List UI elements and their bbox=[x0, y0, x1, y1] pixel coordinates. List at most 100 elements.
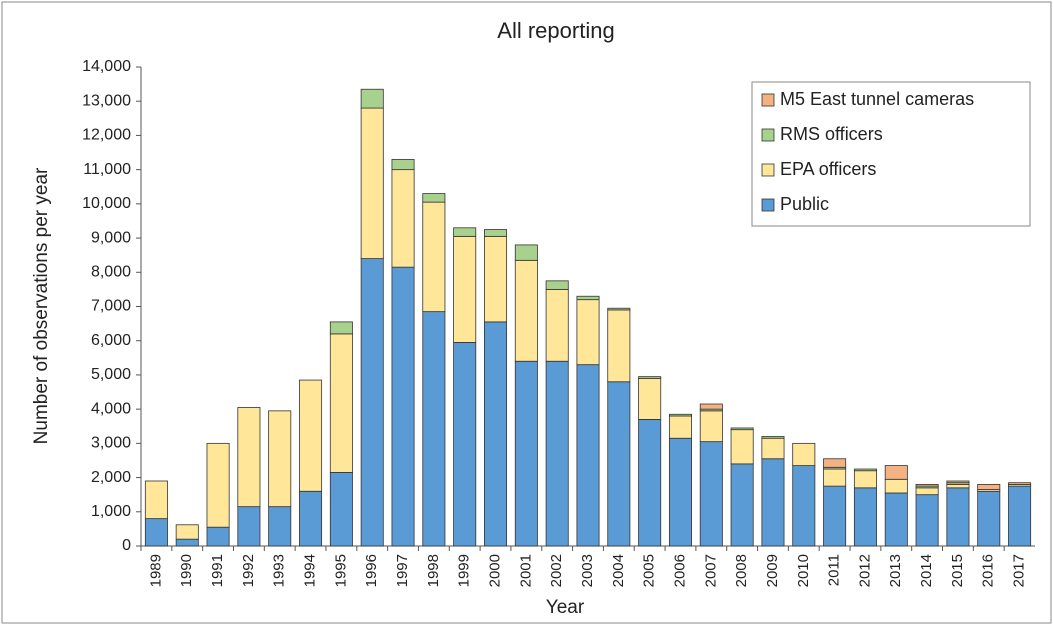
legend-label: RMS officers bbox=[780, 124, 883, 144]
y-tick-label: 14,000 bbox=[82, 58, 131, 75]
x-tick-label: 1992 bbox=[240, 554, 257, 587]
bar-segment bbox=[484, 229, 508, 237]
legend-swatch bbox=[761, 128, 775, 142]
bar-segment bbox=[946, 484, 970, 489]
bar-segment bbox=[329, 321, 353, 335]
bar-segment bbox=[699, 410, 723, 443]
bar-segment bbox=[730, 427, 754, 431]
x-tick-label: 1998 bbox=[425, 554, 442, 587]
x-tick-label: 2004 bbox=[610, 554, 627, 587]
bar-segment bbox=[299, 490, 323, 547]
bar-segment bbox=[360, 258, 384, 547]
x-tick-label: 2013 bbox=[887, 554, 904, 587]
bar-segment bbox=[268, 410, 292, 508]
y-tick-label: 7,000 bbox=[91, 298, 131, 315]
bar-segment bbox=[360, 88, 384, 109]
x-tick-label: 2001 bbox=[517, 554, 534, 587]
y-tick-label: 4,000 bbox=[91, 400, 131, 417]
bar-segment bbox=[360, 107, 384, 260]
bar-segment bbox=[422, 193, 446, 203]
bar-segment bbox=[946, 487, 970, 547]
bar-segment bbox=[514, 360, 538, 547]
bar-segment bbox=[206, 526, 230, 547]
y-tick-label: 8,000 bbox=[91, 264, 131, 281]
y-tick-label: 3,000 bbox=[91, 435, 131, 452]
bar-segment bbox=[268, 506, 292, 547]
bar-segment bbox=[761, 458, 785, 547]
x-tick-label: 1989 bbox=[147, 554, 164, 587]
x-tick-label: 1990 bbox=[178, 554, 195, 587]
bar-segment bbox=[484, 235, 508, 323]
bar-segment bbox=[638, 419, 662, 547]
y-tick-label: 13,000 bbox=[82, 92, 131, 109]
y-tick-label: 1,000 bbox=[91, 503, 131, 520]
bar-segment bbox=[422, 311, 446, 547]
bar-segment bbox=[699, 403, 723, 410]
bar-segment bbox=[175, 524, 199, 540]
bar-segment bbox=[329, 333, 353, 473]
x-tick-label: 2011 bbox=[826, 554, 843, 586]
x-tick-label: 2016 bbox=[980, 554, 997, 587]
legend-label: M5 East tunnel cameras bbox=[780, 89, 974, 109]
bar-segment bbox=[607, 309, 631, 383]
bar-segment bbox=[884, 465, 908, 480]
legend-swatch bbox=[761, 93, 775, 107]
bar-segment bbox=[915, 487, 939, 496]
bar-segment bbox=[730, 463, 754, 547]
y-tick-label: 9,000 bbox=[91, 229, 131, 246]
x-tick-label: 1997 bbox=[394, 554, 411, 587]
legend-label: EPA officers bbox=[780, 159, 876, 179]
bar-segment bbox=[638, 376, 662, 379]
bar-segment bbox=[823, 485, 847, 547]
bar-segment bbox=[761, 437, 785, 460]
bar-segment bbox=[730, 429, 754, 465]
bar-segment bbox=[299, 379, 323, 492]
x-tick-label: 2007 bbox=[702, 554, 719, 587]
bar-segment bbox=[576, 295, 600, 301]
y-tick-label: 10,000 bbox=[82, 195, 131, 212]
legend-box bbox=[751, 81, 1031, 227]
bar-segment bbox=[792, 465, 816, 547]
x-tick-label: 1993 bbox=[271, 554, 288, 587]
bar-segment bbox=[884, 492, 908, 547]
x-tick-label: 2017 bbox=[1011, 554, 1028, 587]
bar-segment bbox=[1008, 482, 1032, 485]
bar-segment bbox=[668, 437, 692, 547]
bar-segment bbox=[946, 480, 970, 484]
x-tick-label: 2015 bbox=[949, 554, 966, 587]
y-tick-label: 11,000 bbox=[83, 161, 131, 178]
bar-segment bbox=[884, 478, 908, 494]
x-tick-label: 2002 bbox=[548, 554, 565, 587]
bar-segment bbox=[699, 441, 723, 547]
bar-segment bbox=[545, 280, 569, 290]
bar-segment bbox=[576, 299, 600, 366]
bar-segment bbox=[514, 244, 538, 261]
bar-segment bbox=[144, 518, 168, 547]
x-tick-label: 2006 bbox=[671, 554, 688, 587]
bar-segment bbox=[761, 436, 785, 439]
bar-segment bbox=[915, 484, 939, 487]
x-tick-label: 2000 bbox=[486, 554, 503, 587]
bar-segment bbox=[823, 468, 847, 487]
bar-segment bbox=[607, 307, 631, 311]
x-tick-label: 2003 bbox=[579, 554, 596, 587]
bar-segment bbox=[977, 484, 1001, 490]
bar-segment bbox=[391, 266, 415, 547]
x-tick-label: 2008 bbox=[733, 554, 750, 587]
bar-segment bbox=[175, 538, 199, 547]
bar-segment bbox=[823, 458, 847, 468]
bar-segment bbox=[453, 227, 477, 237]
bar-segment bbox=[453, 235, 477, 343]
y-tick-label: 5,000 bbox=[91, 366, 131, 383]
y-axis-title: Number of observations per year bbox=[31, 167, 52, 444]
bar-segment bbox=[144, 480, 168, 520]
x-tick-label: 2012 bbox=[856, 554, 873, 587]
y-tick-label: 0 bbox=[122, 537, 131, 554]
x-tick-label: 1996 bbox=[363, 554, 380, 587]
bar-segment bbox=[977, 490, 1001, 547]
bar-segment bbox=[391, 169, 415, 268]
x-tick-label: 2005 bbox=[641, 554, 658, 587]
bar-segment bbox=[853, 487, 877, 547]
bar-segment bbox=[607, 381, 631, 547]
bar-segment bbox=[853, 470, 877, 489]
